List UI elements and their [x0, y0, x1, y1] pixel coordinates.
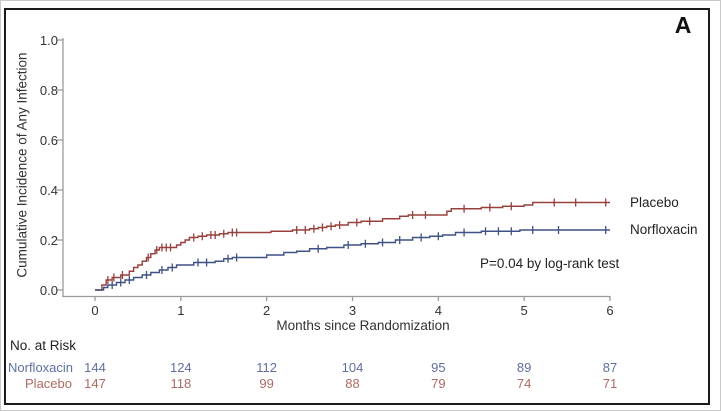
y-tick-label: 0.8	[39, 83, 58, 98]
x-tick-label: 0	[91, 303, 99, 318]
risk-count: 95	[431, 360, 446, 375]
y-tick-label: 0.4	[39, 183, 58, 198]
risk-count: 74	[516, 376, 532, 391]
y-tick-label: 0.6	[39, 133, 58, 148]
risk-count: 89	[516, 360, 532, 375]
pvalue-annotation: P=0.04 by log-rank test	[480, 256, 620, 271]
y-tick-label: 0.0	[39, 283, 58, 298]
km-curve-placebo	[95, 201, 610, 291]
risk-count: 79	[431, 376, 446, 391]
risk-count: 87	[602, 360, 618, 375]
x-tick-label: 6	[606, 303, 614, 318]
risk-count: 112	[256, 360, 278, 375]
curve-label-norfloxacin: Norfloxacin	[630, 222, 698, 237]
risk-row-label-norfloxacin: Norfloxacin	[8, 360, 74, 375]
risk-count: 99	[259, 376, 274, 391]
risk-row-label-placebo: Placebo	[25, 376, 72, 391]
x-tick-label: 1	[177, 303, 185, 318]
y-tick-label: 0.2	[39, 233, 58, 248]
risk-count: 104	[341, 360, 364, 375]
x-axis-title: Months since Randomization	[276, 318, 450, 333]
x-tick-label: 2	[263, 303, 271, 318]
km-curve-norfloxacin	[95, 229, 610, 291]
figure-border	[4, 8, 710, 405]
x-tick-label: 5	[520, 303, 528, 318]
risk-count: 118	[170, 376, 192, 391]
panel-label: A	[674, 12, 692, 38]
risk-count: 144	[84, 360, 106, 375]
risk-count: 147	[84, 376, 106, 391]
risk-table-title: No. at Risk	[10, 338, 77, 353]
x-tick-label: 3	[348, 303, 357, 318]
risk-count: 71	[602, 376, 618, 391]
risk-count: 88	[345, 376, 360, 391]
curve-label-placebo: Placebo	[630, 195, 679, 210]
y-tick-label: 1.0	[39, 33, 58, 48]
x-tick-label: 4	[434, 303, 442, 318]
risk-count: 124	[169, 360, 192, 375]
